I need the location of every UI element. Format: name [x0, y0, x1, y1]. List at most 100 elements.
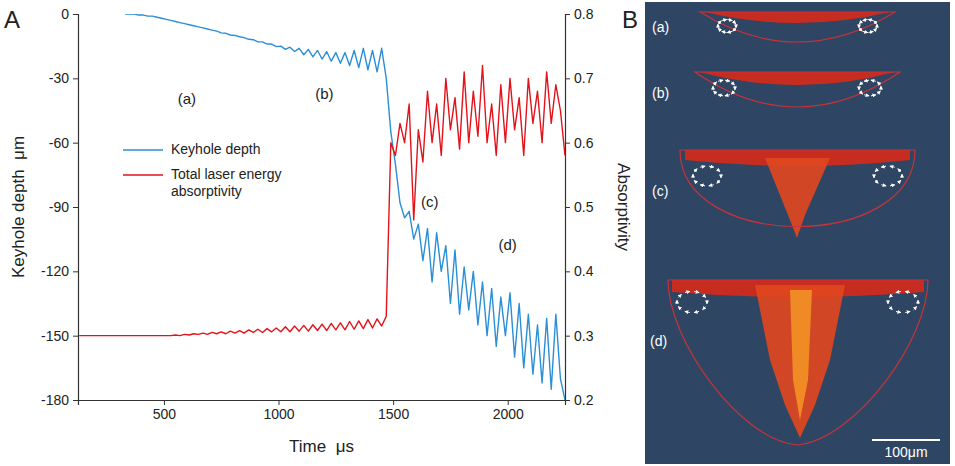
flow-arrow — [733, 21, 736, 24]
y2-axis-tick-label: 0.8 — [574, 6, 594, 22]
series-line — [125, 14, 565, 400]
y-axis-tick-mark — [73, 271, 78, 272]
legend: Keyhole depth Total laser energyabsorptiv… — [123, 141, 282, 199]
series-line — [79, 65, 565, 335]
flow-arrow — [902, 174, 903, 178]
x-axis-tick-mark — [393, 400, 394, 405]
x-axis-tick: 1500 — [378, 400, 409, 422]
melt-core — [790, 290, 812, 420]
melt-region — [700, 72, 895, 85]
flow-arrow — [860, 91, 863, 94]
melt-region — [755, 285, 845, 438]
x-axis-line — [79, 401, 566, 406]
flow-arrow — [717, 180, 720, 183]
flow-arrow — [877, 24, 878, 28]
x-axis-title: Time μs — [289, 437, 354, 456]
flow-arrow — [905, 311, 910, 312]
legend-label-line: absorptivity — [171, 183, 242, 199]
flow-arrow — [733, 28, 736, 31]
y-axis-tick: -150 — [41, 328, 78, 344]
flow-arrow — [727, 19, 732, 20]
flow-arrow — [890, 166, 895, 167]
flow-arrow — [718, 80, 723, 81]
y-axis-tick: -30 — [49, 70, 78, 86]
flow-arrow — [918, 300, 919, 304]
y-axis-tick: -120 — [41, 263, 78, 279]
flow-arrow — [889, 307, 892, 310]
legend-label: Total laser energyabsorptivity — [171, 166, 282, 199]
y2-axis-tick: 0.7 — [565, 70, 594, 86]
y-axis-tick-mark — [73, 400, 78, 401]
flow-arrow — [678, 294, 681, 297]
flow-arrow — [713, 86, 714, 90]
y-axis-tick: -180 — [41, 392, 78, 408]
flow-arrow — [709, 185, 714, 186]
flow-arrow — [693, 174, 694, 178]
flow-arrow — [898, 169, 901, 172]
panel-label: A — [4, 6, 20, 33]
melt-pool-outline — [695, 72, 900, 107]
flow-arrow — [718, 95, 723, 96]
plot-area — [79, 14, 565, 400]
flow-arrow — [718, 28, 721, 31]
x-axis-tick-mark — [508, 400, 509, 405]
y2-axis-tick-label: 0.7 — [574, 70, 594, 86]
x-axis-tick-label: 2000 — [493, 406, 524, 422]
y-axis-title: Keyhole depth μm — [9, 136, 28, 278]
panel-b: (a)(b)(c)(d)100μm — [645, 2, 950, 464]
flow-arrow — [714, 82, 717, 85]
flow-arrow — [859, 28, 862, 31]
y-axis-tick-label: -120 — [41, 263, 69, 279]
flow-arrow — [874, 174, 875, 178]
flow-arrow — [722, 31, 727, 32]
snapshot-label: (d) — [650, 333, 667, 349]
y2-axis-tick: 0.8 — [565, 6, 594, 22]
flow-arrow — [863, 31, 868, 32]
flow-arrow — [707, 300, 708, 304]
flow-arrow — [700, 166, 705, 167]
flow-arrow — [727, 31, 732, 32]
flow-arrow — [875, 180, 878, 183]
flow-arrow — [722, 19, 727, 20]
panel-label: B — [622, 6, 638, 33]
flow-arrow — [864, 95, 869, 96]
y-axis-tick-label: -90 — [49, 199, 69, 215]
melt-pool-outline — [680, 150, 915, 227]
x-axis: 500100015002000 — [79, 400, 566, 422]
y2-axis: 0.20.30.40.50.60.70.8 — [565, 6, 594, 408]
flow-arrow — [685, 311, 690, 312]
y2-axis-tick: 0.5 — [565, 199, 594, 215]
melt-pool-outline — [668, 280, 928, 445]
scale-bar — [872, 439, 940, 441]
flow-arrow — [859, 21, 862, 24]
figure-svg: 5001000150020000-30-60-90-120-150-1800.2… — [0, 0, 955, 466]
panel-b-background — [645, 2, 950, 464]
y-axis: 0-30-60-90-120-150-180 — [41, 6, 79, 408]
y2-axis-tick-mark — [565, 143, 570, 144]
flow-arrow — [890, 185, 895, 186]
y2-axis-tick: 0.3 — [565, 328, 594, 344]
figure: 5001000150020000-30-60-90-120-150-1800.2… — [0, 0, 955, 466]
y-axis-line — [73, 15, 79, 401]
melt-region — [705, 12, 890, 23]
y2-axis-tick-label: 0.4 — [574, 263, 594, 279]
flow-arrow — [694, 291, 699, 292]
flow-arrow — [863, 19, 868, 20]
flow-arrow — [859, 24, 860, 28]
y2-axis-tick-mark — [565, 271, 570, 272]
legend-label-line: Keyhole depth — [171, 141, 261, 157]
x-axis-tick: 1000 — [263, 400, 294, 422]
flow-arrow — [875, 169, 878, 172]
scale-bar-label: 100μm — [884, 444, 927, 460]
flow-arrow — [731, 82, 734, 85]
annotation: (b) — [315, 85, 333, 102]
melt-pool — [700, 12, 895, 42]
flow-arrow — [678, 307, 681, 310]
x-axis-tick-label: 1000 — [263, 406, 294, 422]
flow-arrow — [896, 311, 901, 312]
y2-axis-tick-label: 0.3 — [574, 328, 594, 344]
flow-arrow — [700, 185, 705, 186]
y-axis-tick: -90 — [49, 199, 78, 215]
legend-swatch — [123, 174, 163, 176]
melt-pool — [680, 150, 915, 238]
